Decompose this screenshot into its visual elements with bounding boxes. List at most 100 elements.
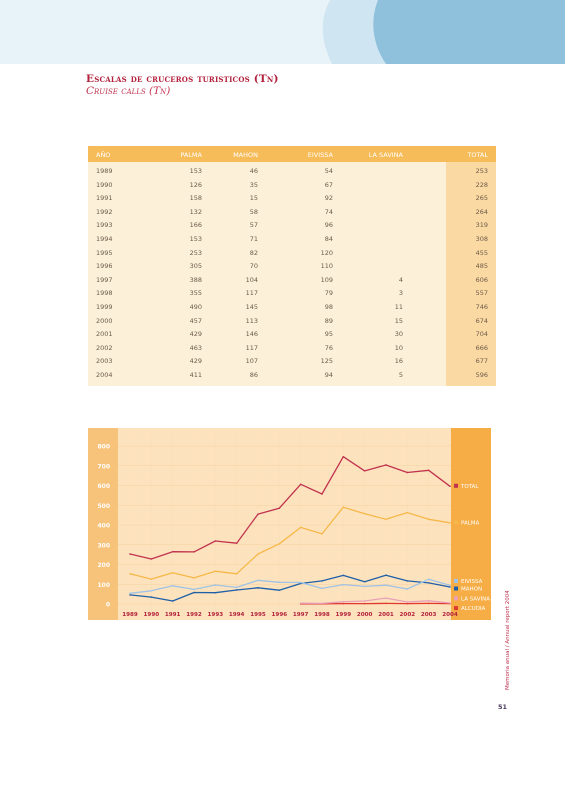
data-point xyxy=(406,511,409,514)
data-point xyxy=(129,572,131,575)
x-tick-label: 2001 xyxy=(378,612,394,618)
page-title: Escalas de cruceros turisticos (Tn) xyxy=(86,73,279,85)
data-point xyxy=(278,542,281,545)
data-point xyxy=(321,587,323,590)
table-cell-eivissa: 125 xyxy=(320,357,333,366)
data-point xyxy=(427,469,430,472)
total-column-highlight xyxy=(446,162,496,386)
data-point xyxy=(449,522,451,524)
legend-swatch xyxy=(454,596,458,601)
legend-swatch xyxy=(454,520,458,525)
x-tick-label: 1992 xyxy=(186,612,202,618)
table-cell-palma: 463 xyxy=(189,343,202,352)
column-header-palma: PALMA xyxy=(180,151,202,159)
y-tick-label: 100 xyxy=(97,582,110,589)
table-cell-mahon: 46 xyxy=(249,167,258,175)
table-cell-total: 265 xyxy=(475,194,488,203)
data-point xyxy=(278,507,281,510)
y-tick-label: 700 xyxy=(97,463,110,470)
table-cell-palma: 132 xyxy=(189,207,202,216)
table-cell-total: 674 xyxy=(475,316,488,325)
data-point xyxy=(150,589,153,592)
data-point xyxy=(321,493,323,495)
table-cell-year: 1997 xyxy=(96,275,113,284)
table-cell-palma: 253 xyxy=(189,248,202,257)
table-cell-la-savina: 10 xyxy=(394,343,403,352)
data-point xyxy=(171,600,174,602)
x-tick-label: 1997 xyxy=(293,612,309,618)
legend-swatch xyxy=(454,483,458,488)
x-tick-label: 2000 xyxy=(357,612,373,618)
column-header-eivissa: EIVISSA xyxy=(307,151,333,159)
data-point xyxy=(257,553,259,555)
x-tick-label: 1994 xyxy=(229,612,245,618)
table-cell-palma: 158 xyxy=(189,194,202,203)
series-line-palma xyxy=(129,506,451,580)
table-cell-total: 704 xyxy=(475,330,488,339)
data-point xyxy=(449,602,451,604)
table-cell-palma: 305 xyxy=(189,262,202,271)
data-point xyxy=(385,518,387,521)
data-point xyxy=(385,602,387,605)
table-cell-total: 606 xyxy=(475,275,488,284)
legend-label: TOTAL xyxy=(460,484,479,490)
table-cell-year: 1993 xyxy=(96,221,113,230)
data-point xyxy=(427,518,430,521)
table-cell-year: 2002 xyxy=(96,343,113,352)
data-point xyxy=(129,553,131,555)
table-cell-mahon: 58 xyxy=(249,207,258,216)
table-cell-eivissa: 98 xyxy=(324,303,333,311)
table-cell-year: 1999 xyxy=(96,303,113,311)
legend-swatch xyxy=(454,606,458,611)
table-cell-year: 2000 xyxy=(96,316,113,325)
data-point xyxy=(385,584,387,587)
data-point xyxy=(299,483,302,486)
table-cell-eivissa: 76 xyxy=(324,343,333,352)
legend-label: MAHON xyxy=(461,587,482,593)
line-chart: 0 100 200 300 400 500 600 700 800 TOTAL PALMA EIVIS… xyxy=(88,428,491,620)
x-tick-label: 1990 xyxy=(144,612,160,618)
y-tick-label: 0 xyxy=(106,602,110,609)
table-cell-eivissa: 67 xyxy=(324,180,333,189)
table-cell-palma: 355 xyxy=(189,289,202,298)
table-cell-eivissa: 92 xyxy=(324,194,333,203)
y-axis-band xyxy=(88,428,118,620)
data-point xyxy=(342,506,345,509)
data-point xyxy=(449,485,451,488)
data-point xyxy=(214,584,217,586)
data-point xyxy=(342,455,345,458)
y-tick-label: 800 xyxy=(97,444,110,451)
legend-label: EIVISSA xyxy=(461,579,483,585)
x-tick-label: 1989 xyxy=(122,612,138,618)
table-cell-mahon: 117 xyxy=(245,289,258,298)
x-tick-label: 1995 xyxy=(250,612,266,618)
table-cell-mahon: 146 xyxy=(245,330,258,339)
page-subtitle: Cruise calls (Tn) xyxy=(86,85,171,97)
data-point xyxy=(406,471,409,474)
y-tick-label: 300 xyxy=(97,542,110,549)
data-point xyxy=(427,578,430,581)
data-point xyxy=(321,602,323,605)
table-cell-eivissa: 84 xyxy=(324,235,333,243)
data-point xyxy=(385,464,387,466)
table-cell-la-savina: 11 xyxy=(394,303,403,311)
table-cell-la-savina: 16 xyxy=(394,357,403,366)
data-point xyxy=(257,579,259,582)
table-cell-eivissa: 79 xyxy=(324,289,333,298)
data-point xyxy=(257,513,259,515)
series-line-la-savina xyxy=(300,597,451,605)
table-cell-mahon: 82 xyxy=(249,248,258,257)
table-cell-total: 319 xyxy=(475,221,488,230)
table-cell-year: 1995 xyxy=(96,248,113,257)
data-point xyxy=(406,602,409,605)
table-cell-eivissa: 54 xyxy=(324,167,333,175)
table-cell-mahon: 57 xyxy=(249,221,258,230)
data-point xyxy=(449,586,451,588)
table-cell-palma: 429 xyxy=(189,357,202,366)
chart-svg: 0 100 200 300 400 500 600 700 800 TOTAL PALMA EIVIS… xyxy=(88,428,491,620)
data-point xyxy=(363,580,366,583)
column-header-total: TOTAL xyxy=(467,151,488,159)
x-tick-label: 1996 xyxy=(272,612,288,618)
data-point xyxy=(299,602,302,605)
data-point xyxy=(427,602,430,605)
